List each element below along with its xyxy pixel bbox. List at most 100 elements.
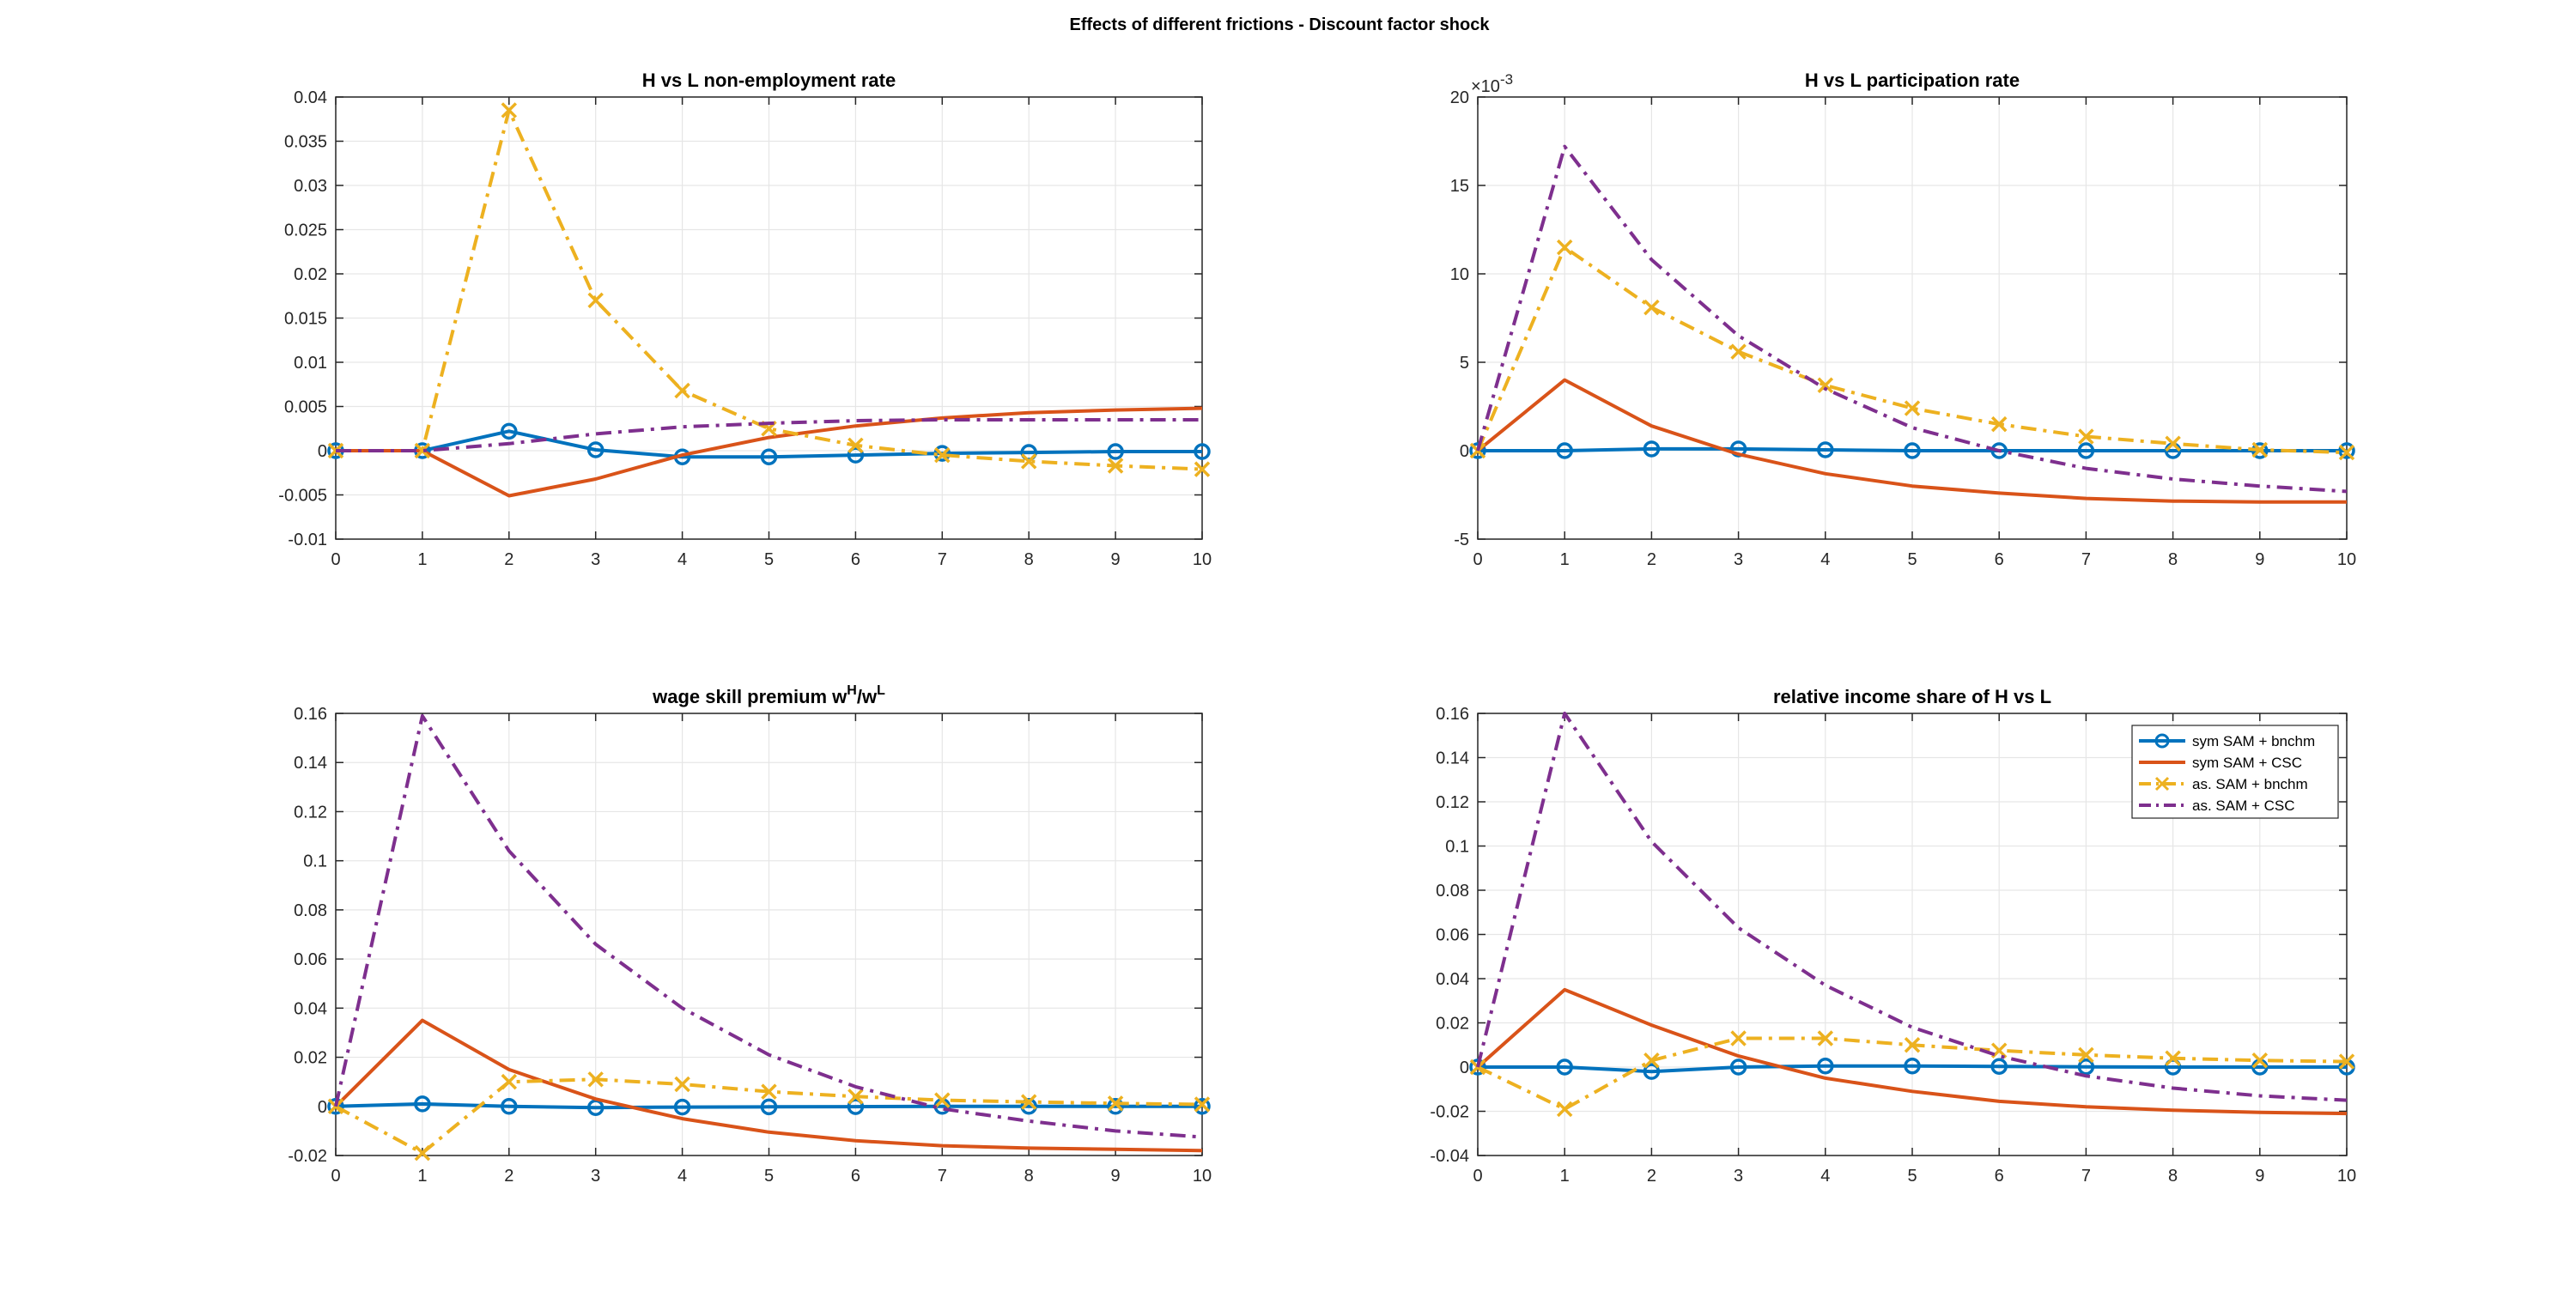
wage-premium-series-1-point-4 (673, 1098, 691, 1116)
wage-premium-series-3-point-2 (501, 1073, 518, 1090)
participation-series-1-point-6 (1990, 442, 2008, 459)
subplot-container: 0 1 2 3 4 5 6 7 8 9 10-0.01-0.00500.0050.010.0150.… (278, 70, 2356, 1186)
nonemployment-series-1-point-5 (760, 448, 778, 465)
participation-xtick-label-4: 4 (1820, 550, 1830, 569)
wage-premium-series-group (327, 713, 1211, 1162)
income-share-subplot: 0 1 2 3 4 5 6 7 8 9 10 -0.04 -0.02 0 0.02 0.04 0.06 0.08 0… (1430, 686, 2356, 1186)
nonemployment-ytick-label-8: 0.03 (294, 177, 327, 196)
legend-marker-1 (2154, 733, 2170, 749)
income-share-series-3-point-7 (2078, 1046, 2094, 1064)
nonemployment-series-3-point-7 (934, 446, 951, 464)
participation-series-1-point-4 (1817, 441, 1834, 458)
wage-premium-ytick-label-4: 0.06 (294, 950, 327, 969)
participation-xtick-label-0: 0 (1473, 550, 1482, 569)
wage-premium-series-1-point-6 (847, 1098, 865, 1115)
nonemployment-ytick-label-4: 0.01 (294, 354, 327, 373)
nonemployment-xtick-label-8: 8 (1024, 550, 1034, 569)
nonemployment-series-1-point-3 (586, 441, 605, 458)
nonemployment-xtick-label-7: 7 (938, 550, 947, 569)
nonemployment-ytick-label-2: 0 (318, 442, 327, 461)
income-share-xtick-label-6: 6 (1995, 1167, 2004, 1186)
participation-xtick-label-1: 1 (1560, 550, 1570, 569)
participation-ytick-label-0: -5 (1454, 531, 1469, 549)
income-share-series-4-line (1476, 712, 2348, 1102)
nonemployment-ytick-label-3: 0.005 (284, 398, 327, 417)
participation-series-1-point-0 (1469, 442, 1486, 459)
participation-series-group (1469, 144, 2355, 504)
nonemployment-series-1-point-2 (501, 422, 518, 440)
income-share-xtick-label-10: 10 (2337, 1167, 2356, 1186)
nonemployment-ytick-label-0: -0.01 (288, 531, 327, 549)
figure-title: Effects of different frictions - Discoun… (1070, 15, 1491, 34)
wage-premium-xtick-label-0: 0 (331, 1167, 340, 1186)
income-share-series-3-point-10 (2338, 1053, 2355, 1070)
wage-premium-ytick-label-2: 0.02 (294, 1049, 327, 1068)
nonemployment-xtick-label-6: 6 (851, 550, 860, 569)
participation-series-1-point-7 (2077, 442, 2095, 459)
participation-series-4-line (1476, 144, 2348, 494)
income-share-xtick-label-3: 3 (1734, 1167, 1743, 1186)
participation-series-3-point-8 (2165, 435, 2181, 452)
nonemployment-series-2-line (336, 406, 1203, 498)
wage-premium-series-1-point-5 (760, 1098, 778, 1116)
income-share-series-3-point-3 (1730, 1030, 1747, 1046)
nonemployment-subplot: 0 1 2 3 4 5 6 7 8 9 10 -0.01 -0.005 0 0.005 0.01 0.015 0.… (278, 70, 1212, 569)
legend-label-1: sym SAM + bnchm (2192, 733, 2315, 749)
income-share-xtick-label-7: 7 (2081, 1167, 2091, 1186)
participation-series-1-point-5 (1904, 442, 1921, 459)
wage-premium-title: wage skill premium wH/wL (652, 683, 885, 707)
income-share-series-3-point-8 (2165, 1050, 2181, 1066)
income-share-series-3-point-9 (2251, 1052, 2269, 1069)
legend: sym SAM + bnchm sym SAM + CSC as. SAM + bn… (2131, 725, 2339, 819)
income-share-series-1-point-2 (1643, 1063, 1661, 1080)
nonemployment-series-3-point-1 (414, 442, 431, 459)
participation-ytick-label-4: 15 (1450, 177, 1469, 196)
nonemployment-xtick-label-3: 3 (591, 550, 600, 569)
wage-premium-series-4-line (334, 713, 1203, 1139)
nonemployment-ytick-label-10: 0.04 (294, 88, 327, 107)
wage-premium-ytick-label-3: 0.04 (294, 999, 327, 1018)
wage-premium-xtick-label-7: 7 (938, 1167, 947, 1186)
participation-xtick-label-3: 3 (1734, 550, 1743, 569)
income-share-xtick-label-9: 9 (2255, 1167, 2264, 1186)
nonemployment-xtick-label-2: 2 (504, 550, 513, 569)
income-share-series-3-point-2 (1643, 1052, 1660, 1069)
nonemployment-series-3-point-8 (1020, 453, 1037, 470)
income-share-ytick-label-5: 0.06 (1436, 926, 1469, 945)
income-share-xtick-label-1: 1 (1560, 1167, 1570, 1186)
nonemployment-ytick-label-1: -0.005 (278, 487, 327, 506)
legend-label-4: as. SAM + CSC (2192, 798, 2295, 814)
wage-premium-series-3-point-9 (1107, 1095, 1124, 1112)
nonemployment-xtick-label-10: 10 (1193, 550, 1212, 569)
wage-premium-series-3-point-6 (848, 1089, 864, 1105)
income-share-series-1-point-6 (1990, 1058, 2008, 1075)
nonemployment-series-3-point-6 (848, 437, 864, 454)
wage-premium-series-1-point-1 (414, 1095, 431, 1113)
wage-premium-series-1-point-9 (1107, 1098, 1124, 1115)
income-share-series-2-line (1476, 987, 2348, 1116)
nonemployment-series-3-point-3 (587, 292, 604, 309)
participation-xtick-label-7: 7 (2081, 550, 2091, 569)
income-share-series-1-point-5 (1904, 1057, 1921, 1075)
participation-ytick-label-3: 10 (1450, 265, 1469, 284)
income-share-ytick-label-10: 0.16 (1436, 705, 1469, 724)
income-share-series-1-point-4 (1817, 1057, 1834, 1075)
wage-premium-series-3-point-1 (414, 1144, 431, 1162)
wage-premium-series-2-line (334, 1018, 1203, 1153)
participation-series-1-point-2 (1643, 440, 1661, 458)
participation-series-3-point-9 (2251, 441, 2269, 458)
nonemployment-xtick-label-9: 9 (1111, 550, 1121, 569)
income-share-series-1-point-1 (1556, 1058, 1573, 1076)
participation-series-3-point-4 (1817, 377, 1834, 394)
income-share-xtick-label-5: 5 (1907, 1167, 1917, 1186)
wage-premium-xtick-label-10: 10 (1193, 1167, 1212, 1186)
participation-series-3-point-10 (2338, 444, 2355, 461)
participation-series-1-point-10 (2338, 442, 2355, 459)
participation-series-1-line (1478, 446, 2347, 452)
nonemployment-series-1-point-9 (1107, 443, 1124, 460)
participation-series-3-point-3 (1730, 343, 1747, 360)
nonemployment-xtick-label-5: 5 (764, 550, 774, 569)
participation-series-3-point-7 (2078, 428, 2094, 445)
wage-premium-series-3-point-7 (934, 1092, 951, 1108)
